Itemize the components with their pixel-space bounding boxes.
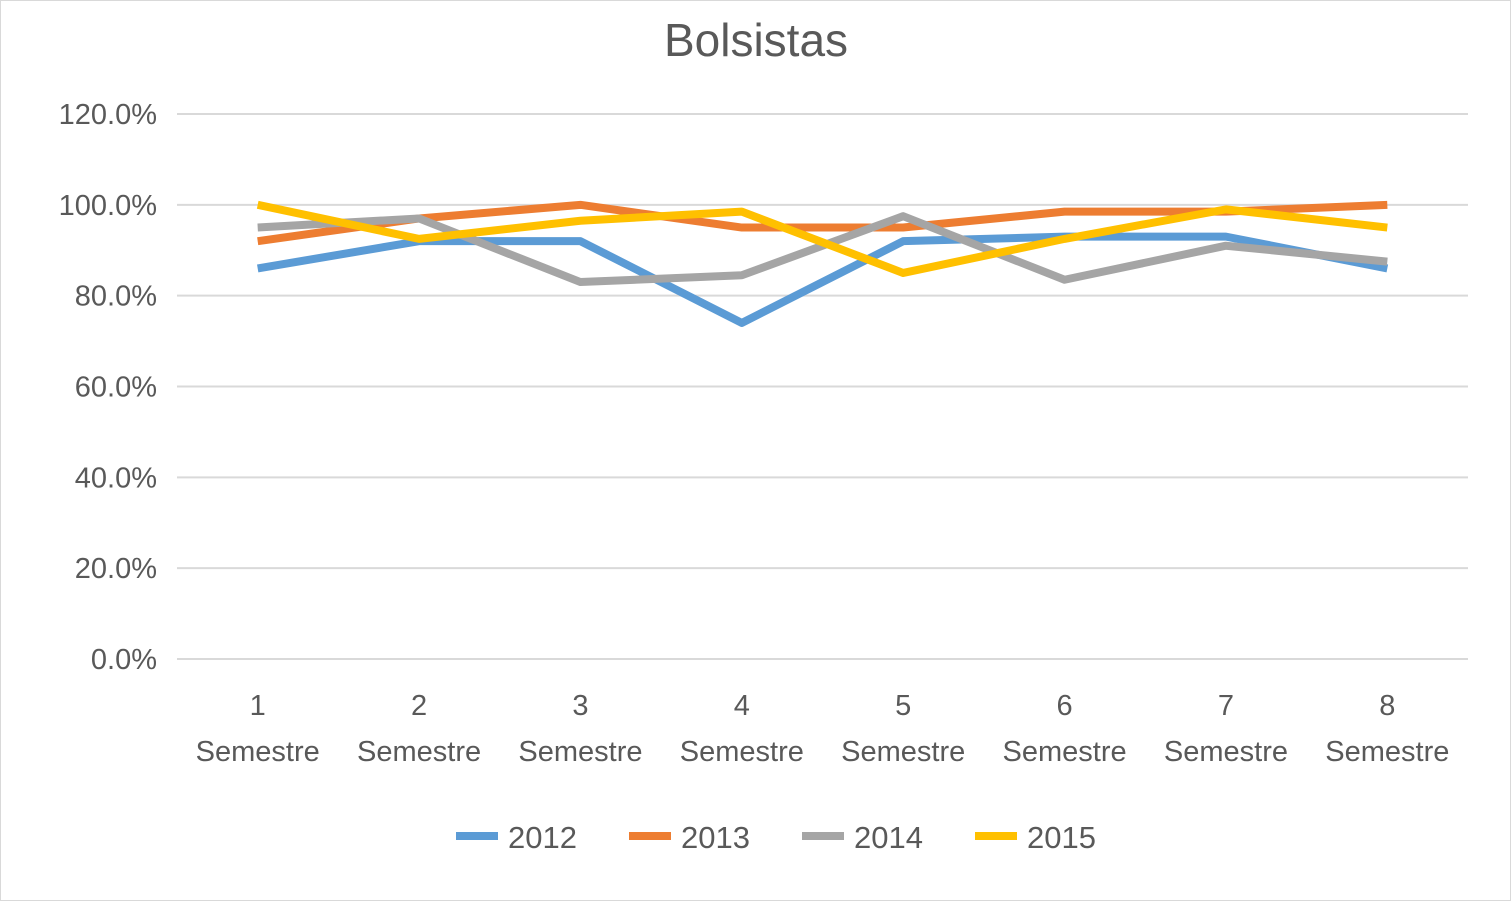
chart-title: Bolsistas [664,14,848,66]
x-tick-label-line: 4 [734,690,750,722]
x-tick-label-line: 5 [895,690,911,722]
legend: 2012 2013 2014 2015 [456,820,1096,855]
x-tick-label-line: 6 [1056,690,1072,722]
x-tick-label: 4 Semestre [680,690,804,768]
gridlines [177,113,1468,660]
x-tick-label-line: Semestre [357,736,481,768]
legend-label: 2014 [854,820,923,855]
y-tick-label: 0.0% [91,644,157,676]
y-tick-label: 40.0% [75,462,157,494]
series-line-2015 [256,200,1388,277]
x-tick-label: 3 Semestre [518,690,642,768]
y-tick-label: 120.0% [59,99,157,131]
x-tick-label: 8 Semestre [1325,690,1449,768]
x-tick-label: 7 Semestre [1164,690,1288,768]
legend-label: 2013 [681,820,750,855]
x-tick-label-line: Semestre [196,736,320,768]
y-tick-label: 20.0% [75,553,157,585]
y-axis-labels: 0.0% 20.0% 40.0% 60.0% 80.0% 100.0% 120.0% [59,99,157,676]
x-tick-label-line: 7 [1218,690,1234,722]
x-tick-label: 6 Semestre [1003,690,1127,768]
y-tick-label: 60.0% [75,372,157,404]
x-tick-label-line: 2 [411,690,427,722]
x-tick-label: 2 Semestre [357,690,481,768]
x-tick-label: 5 Semestre [841,690,965,768]
x-tick-label-line: 1 [250,690,266,722]
y-tick-label: 100.0% [59,190,157,222]
x-tick-label-line: Semestre [1164,736,1288,768]
legend-label: 2012 [508,820,577,855]
x-axis-labels: 1 Semestre 2 Semestre 3 Semestre 4 Semestre 5 Sem… [196,690,1450,768]
series-lines [256,200,1389,327]
y-tick-label: 80.0% [75,281,157,313]
x-tick-label-line: 3 [572,690,588,722]
x-tick-label-line: Semestre [680,736,804,768]
x-tick-label-line: Semestre [1003,736,1127,768]
series-line-2012 [257,232,1389,327]
x-tick-label-line: Semestre [841,736,965,768]
x-tick-label-line: 8 [1379,690,1395,722]
x-tick-label-line: Semestre [518,736,642,768]
x-tick-label-line: Semestre [1325,736,1449,768]
x-tick-label: 1 Semestre [196,690,320,768]
legend-label: 2015 [1027,820,1096,855]
